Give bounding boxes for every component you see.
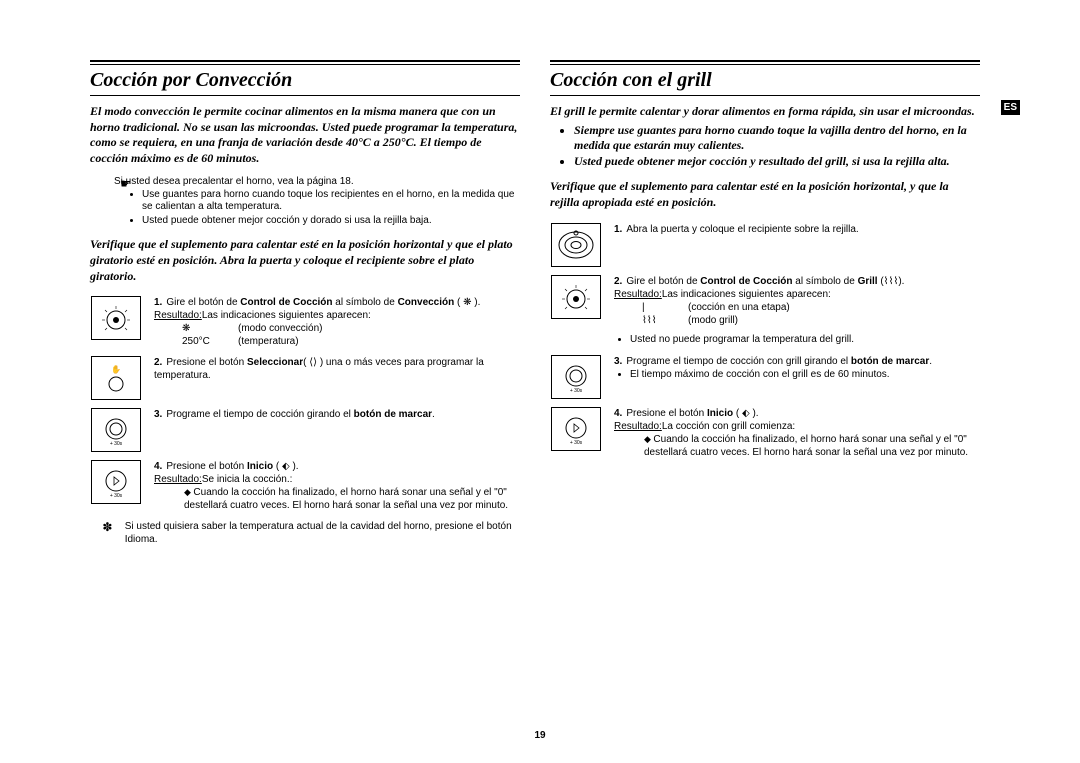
intro-bullet: Usted puede obtener mejor cocción y resu… [574, 154, 980, 170]
note-item: El tiempo máximo de cocción con el grill… [630, 368, 980, 381]
svg-text:+ 30s: + 30s [110, 493, 123, 499]
tip-icon: ✽ [98, 520, 117, 546]
svg-text:+ 30s: + 30s [570, 388, 583, 394]
button-icon: ✋ [90, 356, 142, 400]
r-step-1: 1.Abra la puerta y coloque el recipiente… [550, 223, 980, 267]
left-column: Cocción por Convección El modo convecció… [90, 60, 520, 546]
start-icon: + 30s [550, 407, 602, 451]
svg-text:✋: ✋ [111, 364, 121, 374]
note-item: Use guantes para horno cuando toque los … [142, 189, 520, 214]
note-lead: Si usted desea precalentar el horno, vea… [114, 176, 354, 187]
knob-icon: + 30s [90, 408, 142, 452]
svg-text:+ 30s: + 30s [570, 440, 583, 446]
left-notes: ☛ Si usted desea precalentar el horno, v… [114, 176, 520, 227]
rule [90, 60, 520, 65]
step-4: + 30s 4.Presione el botón Inicio ( ⬖ ). … [90, 460, 520, 512]
note-item: Usted puede obtener mejor cocción y dora… [142, 215, 520, 228]
dial-icon [550, 275, 602, 319]
rule [550, 95, 980, 96]
left-title: Cocción por Convección [90, 69, 520, 92]
page-number: 19 [0, 730, 1080, 741]
pointer-icon: ☛ [120, 176, 132, 192]
right-intro: El grill le permite calentar y dorar ali… [550, 104, 980, 169]
right-verify: Verifique que el suplemento para calenta… [550, 179, 980, 210]
result-item: Cuando la cocción ha finalizado, el horn… [184, 486, 520, 512]
left-verify: Verifique que el suplemento para calenta… [90, 237, 520, 284]
es-badge: ES [1001, 100, 1020, 115]
result-item: Cuando la cocción ha finalizado, el horn… [644, 433, 980, 459]
note-item: Usted no puede programar la temperatura … [630, 333, 980, 346]
step-1: 1.Gire el botón de Control de Cocción al… [90, 296, 520, 348]
right-title: Cocción con el grill [550, 69, 980, 92]
step-2: ✋ 2.Presione el botón Seleccionar( ⟨⟩ ) … [90, 356, 520, 400]
dial-icon [90, 296, 142, 340]
svg-text:+ 30s: + 30s [110, 441, 123, 447]
r-step-2: 2.Gire el botón de Control de Cocción al… [550, 275, 980, 347]
oven-top-icon [550, 223, 602, 267]
r-step-4: + 30s 4.Presione el botón Inicio ( ⬖ ). … [550, 407, 980, 459]
rule [90, 95, 520, 96]
r-step-3: + 30s 3.Programe el tiempo de cocción co… [550, 355, 980, 399]
start-icon: + 30s [90, 460, 142, 504]
left-intro: El modo convección le permite cocinar al… [90, 104, 520, 166]
left-tip: ✽ Si usted quisiera saber la temperatura… [98, 520, 520, 546]
rule [550, 60, 980, 65]
knob-icon: + 30s [550, 355, 602, 399]
intro-bullet: Siempre use guantes para horno cuando to… [574, 123, 980, 154]
tip-text: Si usted quisiera saber la temperatura a… [125, 520, 520, 546]
right-column: ES Cocción con el grill El grill le perm… [550, 60, 980, 546]
step-3: + 30s 3.Programe el tiempo de cocción gi… [90, 408, 520, 452]
